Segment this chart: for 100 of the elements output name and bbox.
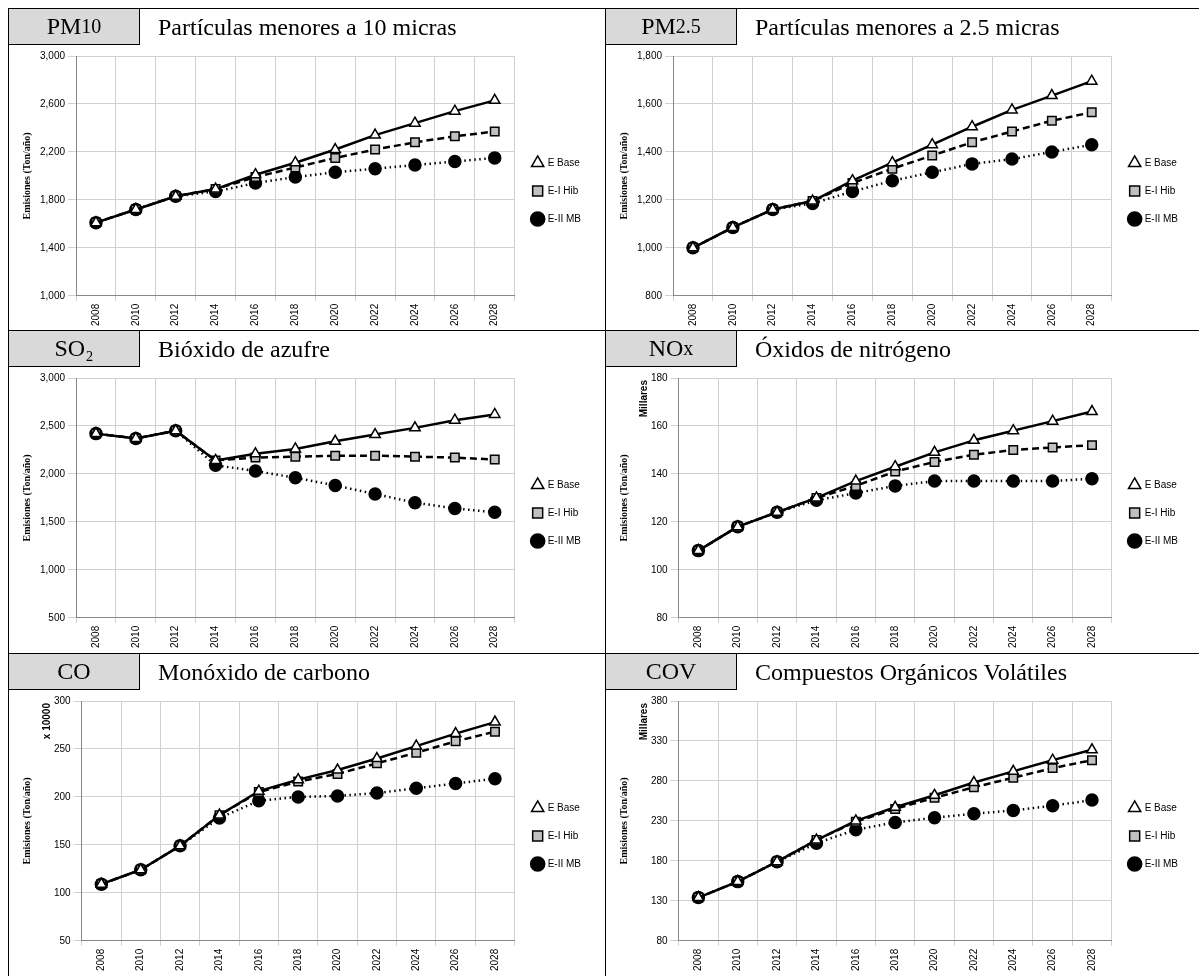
y-tick-label: 150 bbox=[54, 838, 72, 850]
text: Millares bbox=[638, 702, 650, 741]
y-tick-label: 2,000 bbox=[39, 467, 66, 479]
x-tick-label: 2024 bbox=[410, 948, 422, 971]
legend-label: E-II MB bbox=[1144, 534, 1179, 546]
y-tick-label: 50 bbox=[59, 934, 72, 946]
y-tick-label: 1,400 bbox=[636, 145, 663, 157]
chart-subtitle: Partículas menores a 10 micras bbox=[157, 12, 457, 42]
text: Millares bbox=[638, 379, 650, 418]
x-tick-label: 2016 bbox=[849, 948, 861, 971]
legend-label: E-II MB bbox=[547, 534, 582, 546]
x-tick-label: 2020 bbox=[331, 948, 343, 971]
y-tick-label: 1,800 bbox=[636, 49, 663, 61]
x-tick-label: 2028 bbox=[488, 303, 500, 326]
x-tick-label: 2020 bbox=[928, 948, 940, 971]
x-tick-label: 2016 bbox=[846, 303, 858, 326]
y-tick-label: 1,400 bbox=[39, 241, 66, 253]
x-tick-label: 2018 bbox=[888, 948, 900, 971]
y-tick-label: 2,600 bbox=[39, 97, 66, 109]
legend-label: E-II MB bbox=[547, 212, 582, 224]
y-tick-label: 300 bbox=[54, 694, 72, 706]
y-tick-label: 1,500 bbox=[39, 515, 66, 527]
x-tick-label: 2024 bbox=[1007, 625, 1019, 648]
x-tick-label: 2026 bbox=[1046, 625, 1058, 648]
x-tick-label: 2014 bbox=[213, 948, 225, 971]
legend-label: E-I Hib bbox=[1144, 506, 1176, 518]
x-tick-label: 2016 bbox=[252, 948, 264, 971]
legend-label: E Base bbox=[1144, 478, 1178, 490]
y-tick-label: 250 bbox=[54, 742, 72, 754]
x-tick-label: 2016 bbox=[849, 625, 861, 648]
legend-label: E Base bbox=[1144, 801, 1178, 813]
x-tick-label: 2008 bbox=[692, 625, 704, 648]
y-tick-label: 230 bbox=[651, 814, 669, 826]
x-tick-label: 2028 bbox=[1085, 948, 1097, 971]
x-tick-label: 2022 bbox=[967, 625, 979, 648]
chart-subtitle: Óxidos de nitrógeno bbox=[754, 334, 951, 364]
x-tick-label: 2026 bbox=[448, 625, 460, 648]
y-tick-label: 500 bbox=[48, 611, 66, 623]
x-tick-label: 2014 bbox=[810, 948, 822, 971]
y-tick-label: 180 bbox=[651, 371, 669, 383]
chart-title: CO bbox=[9, 654, 140, 690]
x-tick-label: 2026 bbox=[448, 303, 460, 326]
x-tick-label: 2020 bbox=[925, 303, 937, 326]
x-tick-label: 2024 bbox=[1007, 948, 1019, 971]
legend-label: E-II MB bbox=[1144, 857, 1179, 869]
x-tick-label: 2026 bbox=[1045, 303, 1057, 326]
chart-subtitle: Bióxido de azufre bbox=[157, 334, 330, 364]
text: x 10000 bbox=[41, 702, 53, 740]
x-tick-label: 2014 bbox=[209, 303, 221, 326]
y-tick-label: 1,600 bbox=[636, 97, 663, 109]
y-tick-label: 330 bbox=[651, 734, 669, 746]
legend-label: E-I Hib bbox=[1144, 829, 1176, 841]
legend-label: E Base bbox=[1144, 156, 1178, 168]
legend-label: E Base bbox=[547, 156, 581, 168]
y-tick-label: 1,200 bbox=[636, 193, 663, 205]
y-axis-title: Emisiones (Ton/año) bbox=[617, 777, 630, 865]
legend-label: E Base bbox=[547, 478, 581, 490]
chart-subtitle: Compuestos Orgánicos Volátiles bbox=[754, 657, 1067, 687]
x-tick-label: 2010 bbox=[134, 948, 146, 971]
x-tick-label: 2024 bbox=[1005, 303, 1017, 326]
x-tick-label: 2010 bbox=[129, 303, 141, 326]
x-tick-label: 2016 bbox=[249, 625, 261, 648]
chart-subtitle: Monóxido de carbono bbox=[157, 657, 370, 687]
y-axis-title: Emisiones (Ton/año) bbox=[617, 132, 630, 220]
x-tick-label: 2020 bbox=[328, 303, 340, 326]
x-tick-label: 2024 bbox=[408, 625, 420, 648]
x-tick-label: 2008 bbox=[686, 303, 698, 326]
x-tick-label: 2014 bbox=[209, 625, 221, 648]
y-tick-label: 1,000 bbox=[636, 241, 663, 253]
x-tick-label: 2010 bbox=[129, 625, 141, 648]
y-tick-label: 180 bbox=[651, 854, 669, 866]
x-tick-label: 2024 bbox=[408, 303, 420, 326]
y-tick-label: 3,000 bbox=[39, 49, 66, 61]
x-tick-label: 2012 bbox=[770, 625, 782, 648]
legend-label: E-I Hib bbox=[1144, 184, 1176, 196]
chart-subtitle: Partículas menores a 2.5 micras bbox=[754, 12, 1060, 42]
y-axis-title: Emisiones (Ton/año) bbox=[20, 777, 33, 865]
y-axis-title: Emisiones (Ton/año) bbox=[617, 454, 630, 542]
x-tick-label: 2028 bbox=[488, 948, 500, 971]
y-tick-label: 800 bbox=[645, 289, 663, 301]
legend-label: E Base bbox=[547, 801, 581, 813]
y-tick-label: 200 bbox=[54, 790, 72, 802]
y-tick-label: 1,000 bbox=[39, 563, 66, 575]
x-tick-label: 2022 bbox=[965, 303, 977, 326]
legend-label: E-I Hib bbox=[547, 506, 579, 518]
x-tick-label: 2022 bbox=[967, 948, 979, 971]
y-tick-label: 140 bbox=[651, 467, 669, 479]
x-tick-label: 2008 bbox=[89, 625, 101, 648]
x-tick-label: 2022 bbox=[370, 948, 382, 971]
x-tick-label: 2016 bbox=[249, 303, 261, 326]
x-tick-label: 2014 bbox=[810, 625, 822, 648]
x-tick-label: 2010 bbox=[731, 625, 743, 648]
x-tick-label: 2018 bbox=[291, 948, 303, 971]
x-tick-label: 2018 bbox=[888, 625, 900, 648]
x-tick-label: 2020 bbox=[928, 625, 940, 648]
x-tick-label: 2022 bbox=[368, 625, 380, 648]
y-tick-label: 3,000 bbox=[39, 371, 66, 383]
y-tick-label: 1,800 bbox=[39, 193, 66, 205]
x-tick-label: 2010 bbox=[726, 303, 738, 326]
x-tick-label: 2012 bbox=[766, 303, 778, 326]
